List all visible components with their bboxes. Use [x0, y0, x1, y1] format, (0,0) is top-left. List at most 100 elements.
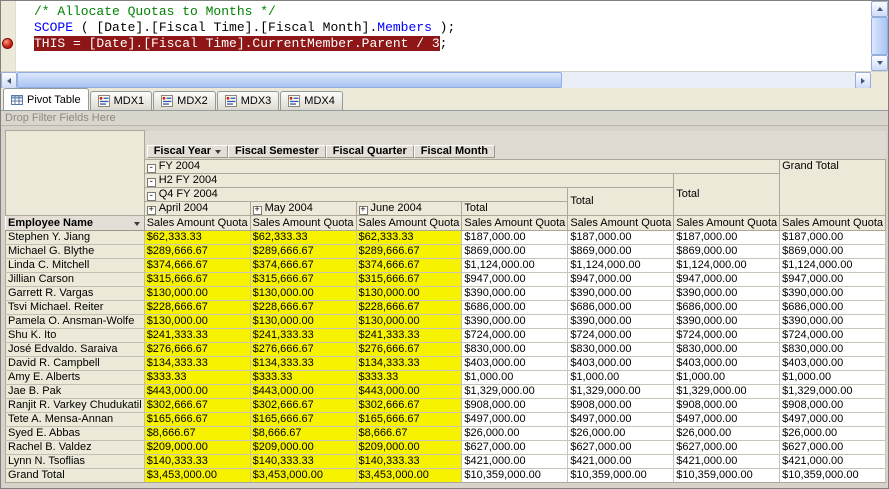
data-cell[interactable]: $276,666.67: [143, 342, 251, 357]
data-cell[interactable]: $333.33: [143, 370, 251, 385]
data-cell[interactable]: $403,000.00: [461, 356, 569, 371]
data-cell[interactable]: $302,666.67: [249, 398, 357, 413]
data-cell[interactable]: $497,000.00: [567, 412, 675, 427]
fiscal-month-member-header[interactable]: + June 2004: [355, 201, 463, 216]
data-cell[interactable]: $947,000.00: [779, 272, 887, 287]
data-cell[interactable]: $187,000.00: [567, 230, 675, 245]
data-cell[interactable]: $908,000.00: [673, 398, 781, 413]
scroll-up-button[interactable]: [871, 1, 888, 17]
data-cell[interactable]: $403,000.00: [567, 356, 675, 371]
data-cell[interactable]: $134,333.33: [249, 356, 357, 371]
data-cell[interactable]: $869,000.00: [779, 244, 887, 259]
data-cell[interactable]: $302,666.67: [355, 398, 463, 413]
data-cell[interactable]: $315,666.67: [355, 272, 463, 287]
measure-header-cell[interactable]: Sales Amount Quota: [567, 215, 675, 231]
data-cell[interactable]: $333.33: [355, 370, 463, 385]
data-cell[interactable]: $302,666.67: [143, 398, 251, 413]
data-cell[interactable]: $686,000.00: [461, 300, 569, 315]
data-cell[interactable]: $26,000.00: [779, 426, 887, 441]
scroll-left-button[interactable]: [1, 72, 17, 89]
expand-icon[interactable]: +: [146, 205, 156, 215]
data-cell[interactable]: $165,666.67: [355, 412, 463, 427]
fiscal-month-member-header[interactable]: + April 2004: [143, 201, 251, 216]
employee-row-header[interactable]: Rachel B. Valdez: [5, 440, 145, 455]
employee-row-header[interactable]: Ranjit R. Varkey Chudukatil: [5, 398, 145, 413]
data-cell[interactable]: $228,666.67: [143, 300, 251, 315]
data-cell[interactable]: $3,453,000.00: [143, 468, 251, 483]
data-cell[interactable]: $3,453,000.00: [355, 468, 463, 483]
data-cell[interactable]: $1,124,000.00: [779, 258, 887, 273]
tab-mdx3[interactable]: MDX3: [216, 91, 280, 110]
employee-row-header[interactable]: Jae B. Pak: [5, 384, 145, 399]
scroll-down-button[interactable]: [871, 55, 888, 71]
data-cell[interactable]: $443,000.00: [355, 384, 463, 399]
data-cell[interactable]: $209,000.00: [249, 440, 357, 455]
data-cell[interactable]: $1,329,000.00: [779, 384, 887, 399]
data-cell[interactable]: $62,333.33: [355, 230, 463, 245]
tab-mdx1[interactable]: MDX1: [89, 91, 153, 110]
data-cell[interactable]: $134,333.33: [143, 356, 251, 371]
horizontal-scroll-track[interactable]: [17, 72, 855, 88]
data-cell[interactable]: $627,000.00: [567, 440, 675, 455]
employee-row-header[interactable]: Pamela O. Ansman-Wolfe: [5, 314, 145, 329]
data-cell[interactable]: $374,666.67: [249, 258, 357, 273]
data-cell[interactable]: $686,000.00: [673, 300, 781, 315]
data-cell[interactable]: $140,333.33: [355, 454, 463, 469]
dropdown-icon[interactable]: [214, 149, 221, 154]
data-cell[interactable]: $390,000.00: [461, 314, 569, 329]
data-cell[interactable]: $8,666.67: [355, 426, 463, 441]
data-cell[interactable]: $241,333.33: [249, 328, 357, 343]
tab-mdx4[interactable]: MDX4: [280, 91, 343, 110]
horizontal-scroll-thumb[interactable]: [17, 72, 562, 88]
data-cell[interactable]: $130,000.00: [355, 314, 463, 329]
data-cell[interactable]: $1,124,000.00: [567, 258, 675, 273]
data-cell[interactable]: $724,000.00: [673, 328, 781, 343]
data-cell[interactable]: $908,000.00: [567, 398, 675, 413]
data-cell[interactable]: $209,000.00: [143, 440, 251, 455]
breakpoint-icon[interactable]: [2, 38, 13, 49]
data-cell[interactable]: $627,000.00: [673, 440, 781, 455]
collapse-icon[interactable]: -: [146, 177, 156, 187]
vertical-scroll-thumb[interactable]: [871, 17, 888, 55]
gutter-line[interactable]: [1, 4, 15, 20]
data-cell[interactable]: $390,000.00: [673, 314, 781, 329]
data-cell[interactable]: $421,000.00: [779, 454, 887, 469]
grand-total-row-header[interactable]: Grand Total: [5, 468, 145, 483]
data-cell[interactable]: $724,000.00: [461, 328, 569, 343]
data-cell[interactable]: $869,000.00: [461, 244, 569, 259]
filter-drop-area[interactable]: Drop Filter Fields Here: [1, 111, 888, 126]
data-cell[interactable]: $1,329,000.00: [567, 384, 675, 399]
data-cell[interactable]: $390,000.00: [673, 286, 781, 301]
expand-icon[interactable]: +: [252, 205, 262, 215]
gutter-line[interactable]: [1, 36, 15, 52]
data-cell[interactable]: $1,000.00: [779, 370, 887, 385]
data-cell[interactable]: $187,000.00: [461, 230, 569, 245]
data-cell[interactable]: $374,666.67: [143, 258, 251, 273]
tab-mdx2[interactable]: MDX2: [153, 91, 216, 110]
column-field-fiscal-quarter[interactable]: Fiscal Quarter: [325, 145, 414, 159]
fiscal-quarter-member-header[interactable]: - Q4 FY 2004: [143, 187, 569, 202]
data-cell[interactable]: $134,333.33: [355, 356, 463, 371]
employee-row-header[interactable]: Tsvi Michael. Reiter: [5, 300, 145, 315]
data-cell[interactable]: $8,666.67: [143, 426, 251, 441]
data-cell[interactable]: $26,000.00: [567, 426, 675, 441]
data-cell[interactable]: $130,000.00: [249, 286, 357, 301]
tab-pivot-table[interactable]: Pivot Table: [3, 88, 89, 110]
data-cell[interactable]: $209,000.00: [355, 440, 463, 455]
data-cell[interactable]: $228,666.67: [355, 300, 463, 315]
data-cell[interactable]: $390,000.00: [779, 286, 887, 301]
data-cell[interactable]: $165,666.67: [143, 412, 251, 427]
data-cell[interactable]: $1,329,000.00: [673, 384, 781, 399]
employee-row-header[interactable]: Shu K. Ito: [5, 328, 145, 343]
data-cell[interactable]: $947,000.00: [567, 272, 675, 287]
fiscal-semester-total-header[interactable]: Total: [567, 187, 675, 216]
data-cell[interactable]: $421,000.00: [567, 454, 675, 469]
data-cell[interactable]: $947,000.00: [461, 272, 569, 287]
data-cell[interactable]: $627,000.00: [779, 440, 887, 455]
employee-row-header[interactable]: Michael G. Blythe: [5, 244, 145, 259]
data-cell[interactable]: $140,333.33: [249, 454, 357, 469]
data-cell[interactable]: $497,000.00: [673, 412, 781, 427]
data-cell[interactable]: $289,666.67: [249, 244, 357, 259]
data-cell[interactable]: $276,666.67: [355, 342, 463, 357]
data-cell[interactable]: $443,000.00: [249, 384, 357, 399]
